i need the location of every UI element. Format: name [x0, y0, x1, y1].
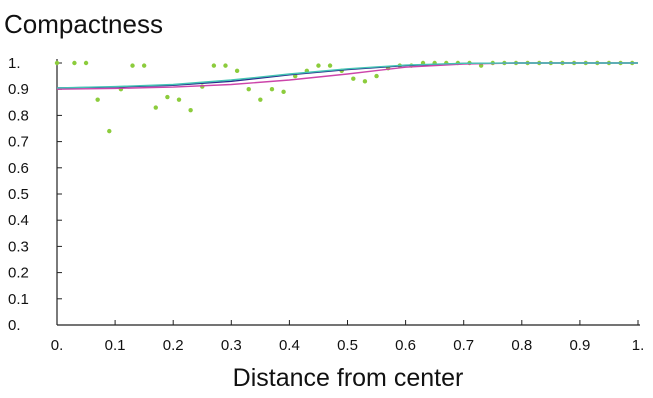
x-tick-label: 0.9	[569, 337, 590, 354]
scatter-point	[478, 63, 484, 68]
scatter-point	[351, 76, 356, 81]
x-tick-label: 0.2	[163, 337, 184, 354]
scatter-point	[176, 97, 182, 102]
series-layer	[54, 60, 638, 134]
y-tick-label: 0.1	[8, 291, 29, 308]
y-tick-label: 0.4	[8, 212, 29, 229]
scatter-series	[54, 60, 635, 134]
scatter-point	[141, 63, 147, 68]
y-tick-label: 0.7	[8, 134, 29, 151]
y-tick-label: 0.9	[8, 81, 29, 98]
scatter-point	[234, 68, 240, 74]
scatter-point	[165, 94, 170, 100]
scatter-point	[223, 63, 228, 68]
y-tick-label: 0.8	[8, 107, 29, 124]
x-tick-label: 0.3	[221, 337, 242, 354]
x-axis-label: Distance from center	[233, 364, 464, 392]
chart-title: Compactness	[4, 9, 163, 39]
y-tick-label: 0.5	[8, 186, 29, 203]
y-tick-label: 0.2	[8, 265, 29, 282]
scatter-point	[269, 87, 275, 92]
x-tick-label: 0.7	[453, 337, 474, 354]
scatter-point	[258, 97, 263, 102]
x-tick-label: 1.	[632, 337, 645, 354]
scatter-point	[374, 73, 379, 79]
scatter-point	[107, 128, 112, 134]
scatter-point	[95, 97, 100, 102]
x-tick-label: 0.8	[511, 337, 532, 354]
axes: 0. 0.1 0.2 0.3 0.4 0.5 0.6 0.7 0.8 0.9 1. 0. 0.1 0.2 0…	[8, 55, 644, 354]
scatter-point	[362, 79, 368, 84]
x-tick-label: 0.6	[395, 337, 416, 354]
scatter-point	[246, 87, 251, 92]
scatter-point	[188, 107, 193, 113]
scatter-point	[327, 63, 333, 68]
scatter-point	[130, 63, 135, 68]
x-tick-label: 0.4	[279, 337, 300, 354]
x-tick-label: 0.1	[105, 337, 126, 354]
scatter-point	[316, 63, 321, 68]
line-series-3	[56, 62, 638, 89]
scatter-point	[72, 60, 77, 66]
scatter-point	[83, 60, 89, 66]
y-tick-label: 1.	[8, 55, 21, 72]
scatter-point	[54, 60, 60, 66]
y-tick-label: 0.	[8, 317, 21, 334]
x-tick-label: 0.5	[337, 337, 358, 354]
y-tick-label: 0.3	[8, 238, 29, 255]
scatter-point	[281, 89, 286, 95]
x-tick-label: 0.	[51, 337, 64, 354]
scatter-point	[153, 105, 158, 110]
y-tick-label: 0.6	[8, 160, 29, 177]
scatter-point	[211, 63, 217, 68]
